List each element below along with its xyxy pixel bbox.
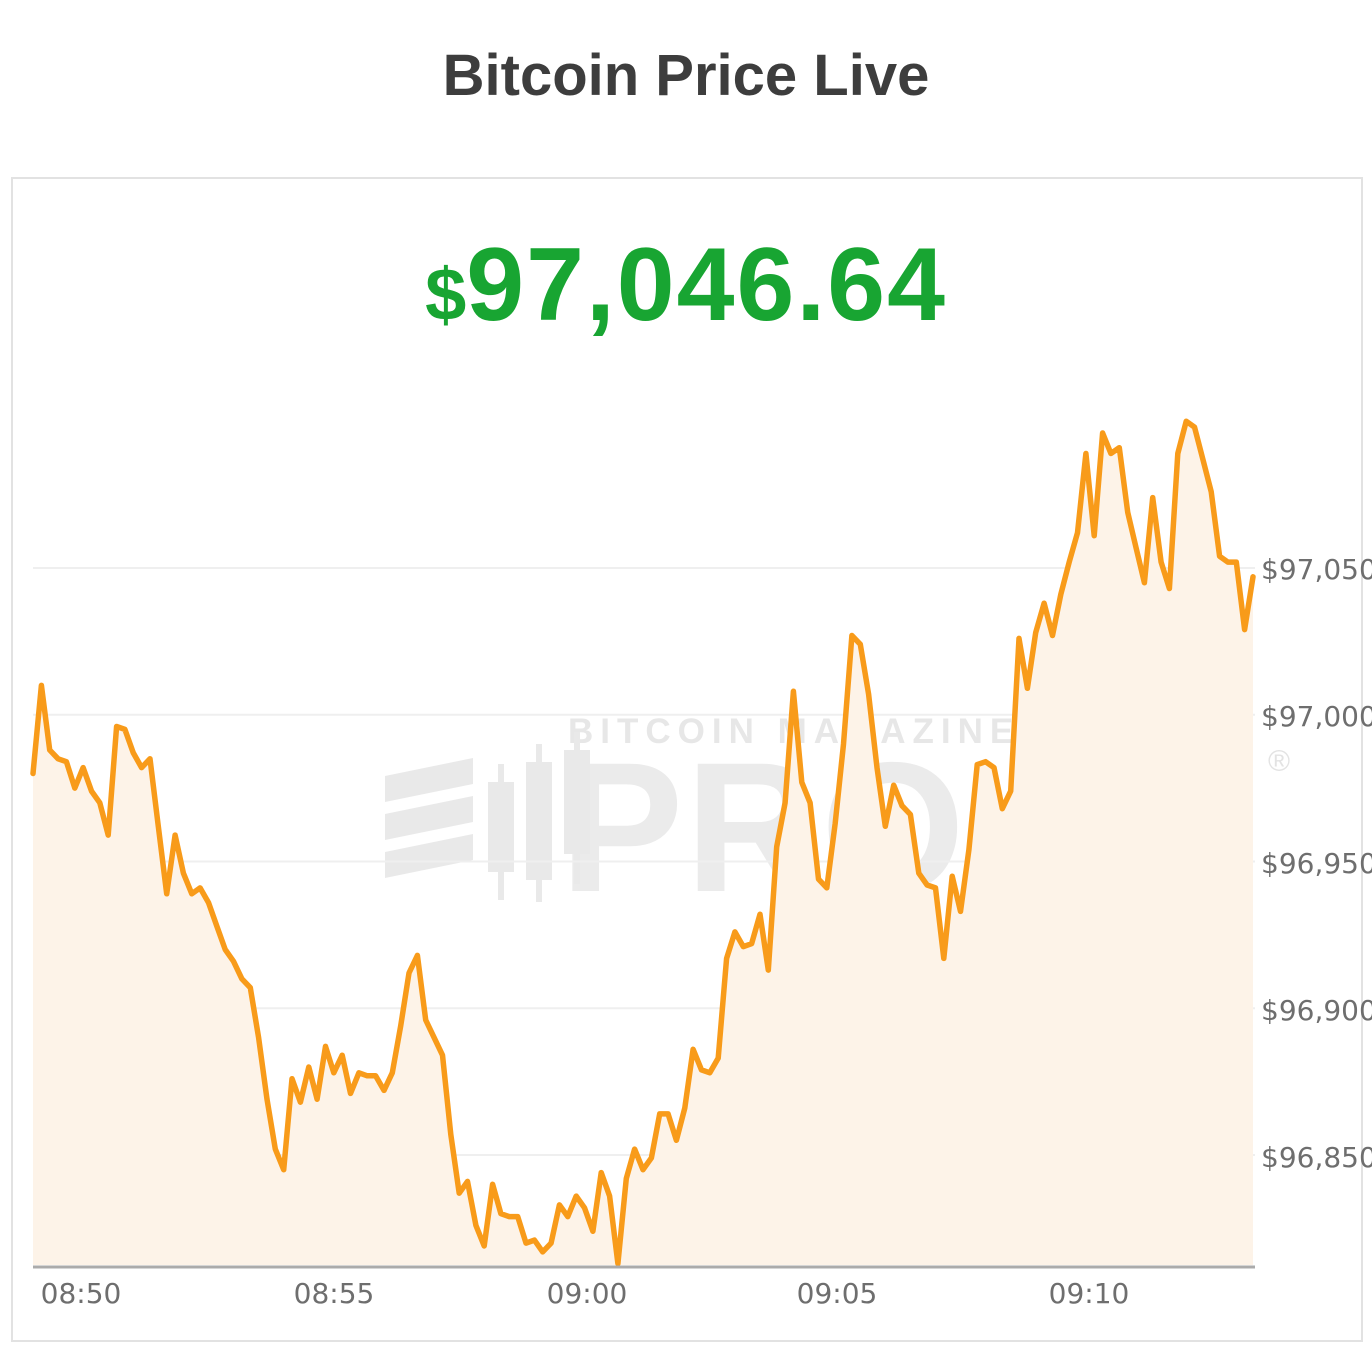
live-price: $97,046.64 bbox=[0, 226, 1372, 345]
y-tick-96900: $96,900 bbox=[1261, 994, 1372, 1027]
x-tick-0905: 09:05 bbox=[796, 1277, 878, 1310]
x-tick-0855: 08:55 bbox=[293, 1277, 375, 1310]
y-tick-97000: $97,000 bbox=[1261, 700, 1372, 733]
page-title: Bitcoin Price Live bbox=[442, 43, 930, 108]
x-tick-0850: 08:50 bbox=[40, 1277, 122, 1310]
currency-symbol: $ bbox=[425, 253, 467, 336]
x-tick-0900: 09:00 bbox=[546, 1277, 628, 1310]
y-tick-96850: $96,850 bbox=[1261, 1141, 1372, 1174]
price-value: 97,046.64 bbox=[466, 227, 947, 343]
x-tick-0910: 09:10 bbox=[1048, 1277, 1130, 1310]
y-tick-97050: $97,050 bbox=[1261, 553, 1372, 586]
y-tick-96950: $96,950 bbox=[1261, 847, 1372, 880]
registered-trademark-icon: ® bbox=[1268, 745, 1291, 778]
